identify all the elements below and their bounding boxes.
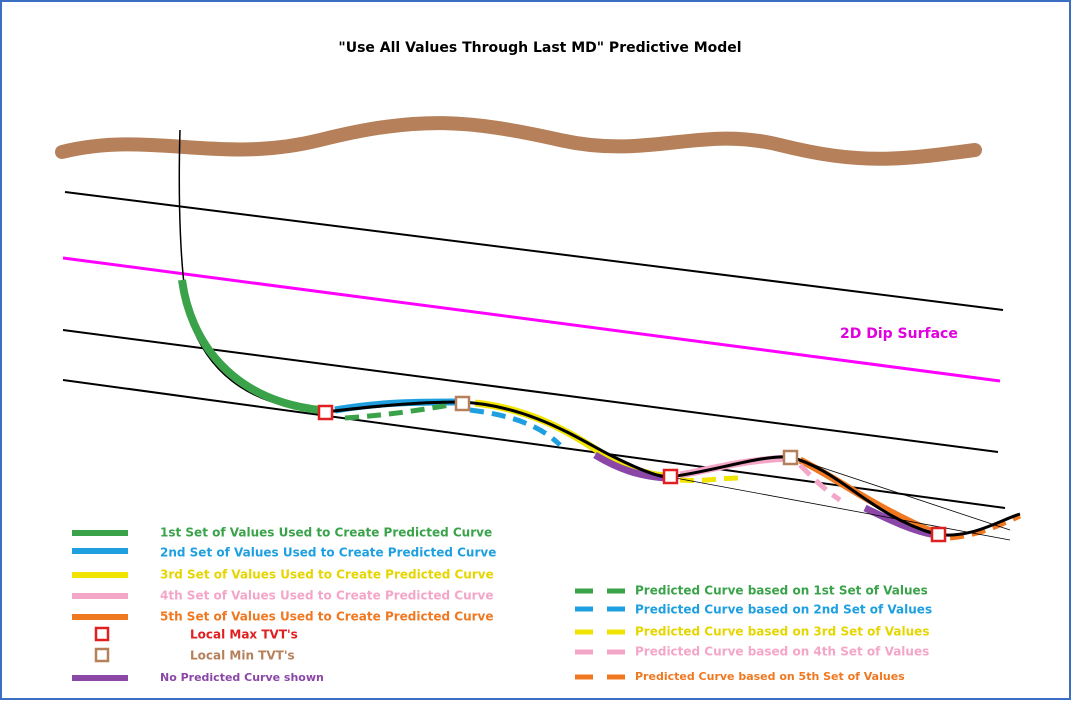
legend-text: Predicted Curve based on 2nd Set of Valu… xyxy=(635,603,932,617)
legend-text: 4th Set of Values Used to Create Predict… xyxy=(160,589,494,603)
legend-text: Local Min TVT's xyxy=(190,649,295,663)
pred5 xyxy=(949,513,1022,541)
pred2 xyxy=(469,407,562,447)
max-marker xyxy=(317,404,334,421)
no-pred xyxy=(593,451,666,482)
surface-top xyxy=(55,116,982,166)
title: "Use All Values Through Last MD" Predict… xyxy=(338,40,741,56)
guide xyxy=(669,456,1011,541)
max-marker xyxy=(662,468,679,485)
horizon xyxy=(64,191,1004,311)
legend-text: Predicted Curve based on 4th Set of Valu… xyxy=(635,645,929,659)
legend-text: 5th Set of Values Used to Create Predict… xyxy=(160,610,494,624)
horizon xyxy=(62,329,999,453)
legend-left: 1st Set of Values Used to Create Predict… xyxy=(72,526,496,684)
pred4 xyxy=(798,463,842,503)
legend-text: 2nd Set of Values Used to Create Predict… xyxy=(160,546,496,560)
legend-text: 3rd Set of Values Used to Create Predict… xyxy=(160,568,494,582)
no-pred xyxy=(863,504,936,539)
pred3 xyxy=(679,475,741,484)
max-marker xyxy=(930,526,947,543)
legend-right: Predicted Curve based on 1st Set of Valu… xyxy=(575,584,932,683)
swatch xyxy=(94,647,110,663)
set1 xyxy=(178,279,321,414)
legend-text: Predicted Curve based on 3rd Set of Valu… xyxy=(635,625,929,639)
dip-label: 2D Dip Surface xyxy=(840,326,958,342)
legend-text: No Predicted Curve shown xyxy=(160,671,324,684)
swatch xyxy=(94,626,110,642)
min-marker xyxy=(782,449,799,466)
dip-surface xyxy=(62,256,1001,383)
pred1 xyxy=(344,402,451,421)
legend-text: Local Max TVT's xyxy=(190,628,298,642)
legend-text: Predicted Curve based on 5th Set of Valu… xyxy=(635,670,905,683)
legend-text: Predicted Curve based on 1st Set of Valu… xyxy=(635,584,928,598)
legend-text: 1st Set of Values Used to Create Predict… xyxy=(160,526,492,540)
min-marker xyxy=(454,395,471,412)
